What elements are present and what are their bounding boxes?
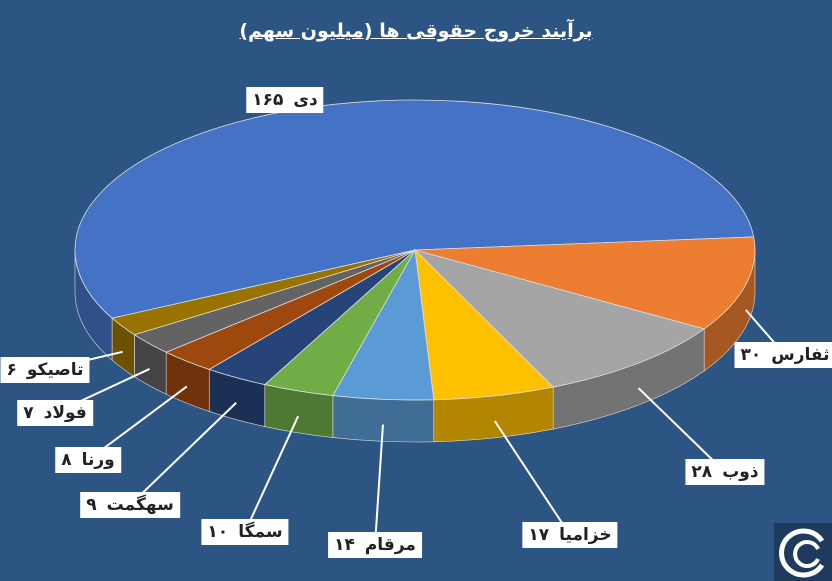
slice-side (332, 395, 435, 443)
label-value: ۱۶۵ (252, 90, 284, 110)
label-value: ۲۸ (691, 462, 713, 482)
data-label: دی ۱۶۵ (246, 87, 324, 113)
data-label: مرقام ۱۴ (328, 532, 422, 558)
leader-line (129, 402, 237, 506)
slice (111, 249, 416, 336)
leader-line (374, 424, 384, 546)
label-value: ۱۴ (334, 535, 355, 555)
title-box: برآیند خروج حقوقی ها (میلیون سهم) (0, 20, 832, 42)
label-name: ذوب (722, 462, 759, 482)
data-label: فولاد ۷ (17, 400, 93, 426)
data-label: تاصیکو ۶ (0, 357, 90, 383)
label-name: دی (293, 90, 318, 110)
leader-line (637, 387, 726, 473)
label-value: ۹ (86, 495, 97, 515)
label-name: خزامیا (559, 525, 612, 545)
label-value: ۱۷ (528, 525, 550, 545)
label-value: ۱۰ (207, 522, 229, 542)
logo-icon (779, 528, 825, 578)
slice (413, 249, 706, 388)
label-name: مرقام (364, 535, 416, 555)
logo (774, 523, 832, 581)
data-label: ورنا ۸ (55, 447, 121, 473)
label-value: ۳۰ (740, 345, 762, 365)
label-name: ورنا (81, 450, 115, 470)
data-label: ذوب ۲۸ (685, 459, 765, 485)
label-name: ثفارس (771, 345, 830, 365)
slice (414, 248, 554, 401)
data-label: خزامیا ۱۷ (522, 522, 618, 548)
data-label: ثفارس ۳۰ (734, 342, 832, 368)
label-value: ۸ (61, 450, 72, 470)
label-name: تاصیکو (26, 360, 84, 380)
leader-line (493, 420, 571, 536)
data-label: سمگا ۱۰ (201, 519, 289, 545)
leader-line (244, 415, 300, 533)
data-label: سهگمت ۹ (80, 492, 180, 518)
slice (414, 236, 756, 330)
label-value: ۶ (6, 360, 17, 380)
label-name: سمگا (238, 522, 283, 542)
label-name: سهگمت (106, 495, 174, 515)
label-value: ۷ (23, 403, 34, 423)
chart-title: برآیند خروج حقوقی ها (میلیون سهم) (239, 20, 593, 42)
label-name: فولاد (43, 403, 87, 423)
